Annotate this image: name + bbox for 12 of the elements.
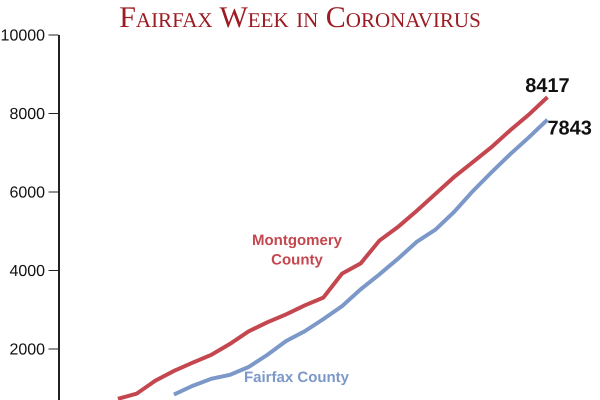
data-label: 8417 <box>525 75 570 98</box>
series-label: Fairfax County <box>244 369 350 386</box>
data-label: 7843 <box>547 118 592 140</box>
y-tick-label: 10000 <box>0 28 46 45</box>
y-tick-label: 8000 <box>9 106 46 124</box>
line-series <box>172 118 550 397</box>
chart-title: Fairfax Week in Coronavirus <box>119 1 481 34</box>
y-tick-label: 4000 <box>9 263 46 280</box>
series-label: Montgomery County <box>252 232 343 268</box>
line-series <box>116 95 550 400</box>
y-tick-label: 2000 <box>9 342 46 359</box>
y-tick-label: 6000 <box>9 184 46 202</box>
